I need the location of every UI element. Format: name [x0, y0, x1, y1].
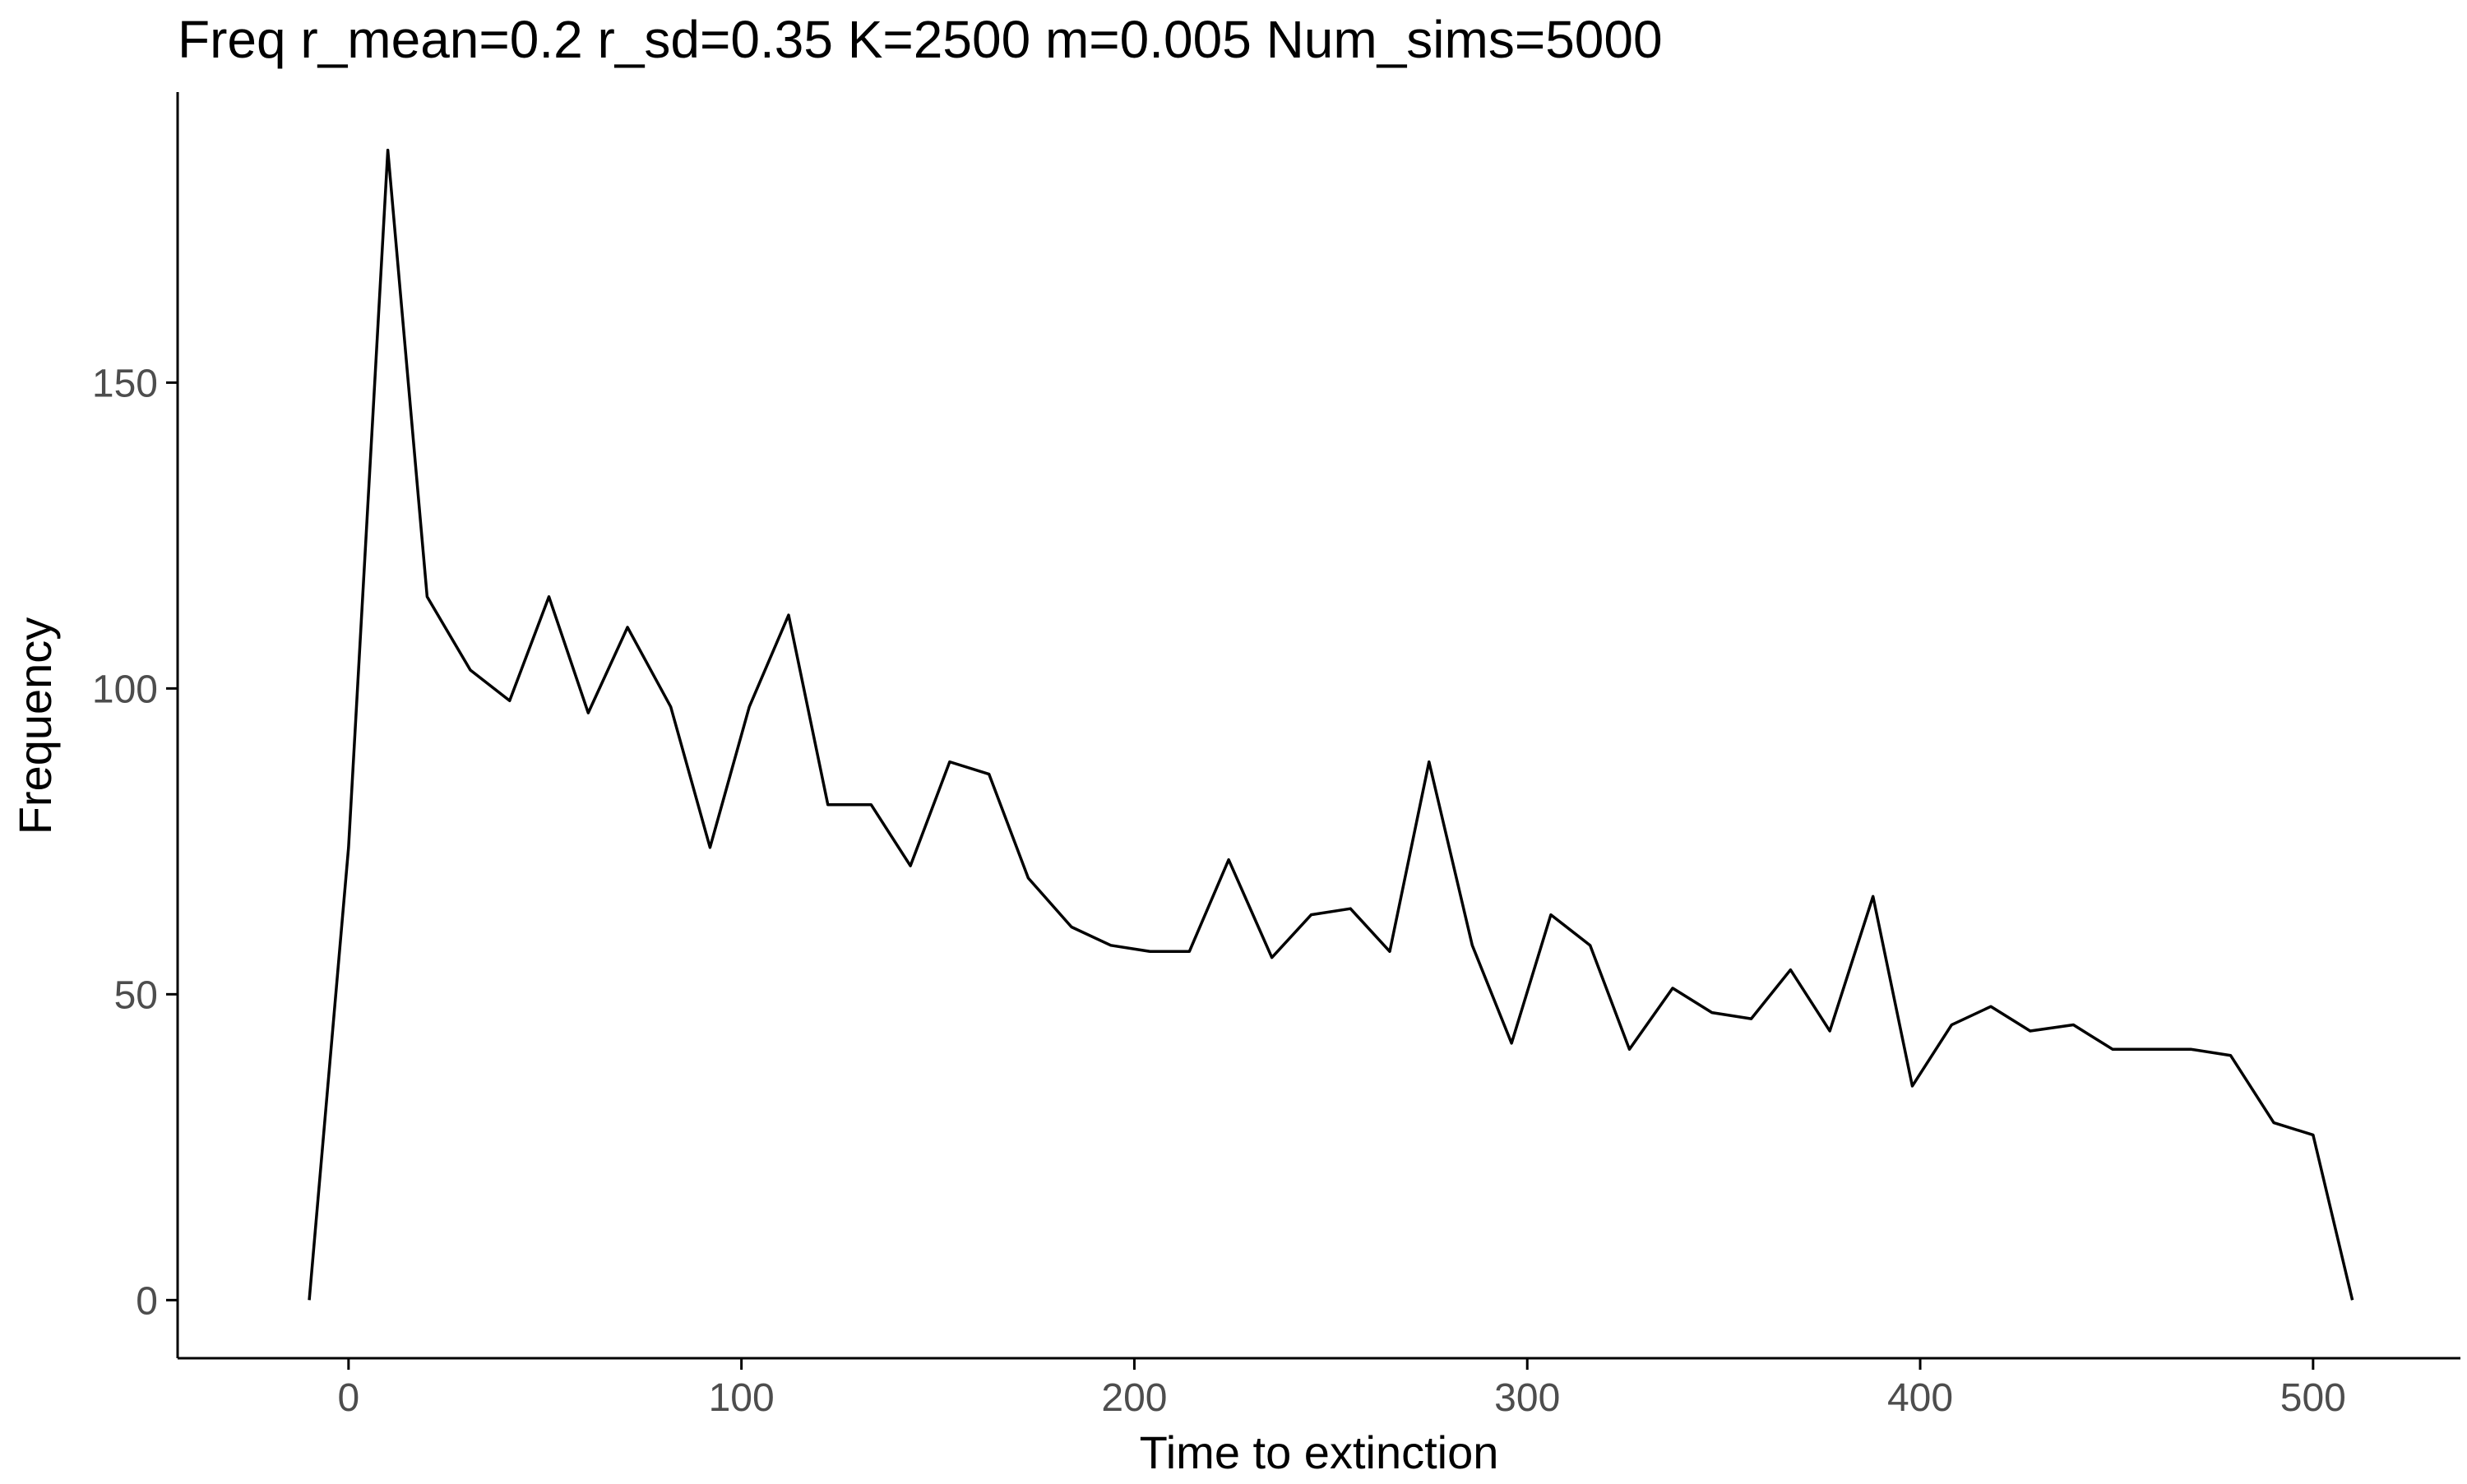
- chart-title: Freq r_mean=0.2 r_sd=0.35 K=2500 m=0.005…: [178, 10, 1663, 69]
- x-axis-ticks: 0 100 200 300 400 500: [337, 1358, 2345, 1420]
- x-tick-label: 500: [2280, 1376, 2346, 1420]
- series-line: [309, 150, 2353, 1301]
- y-axis-ticks: 0 50 100 150: [92, 362, 178, 1323]
- y-axis-label: Frequency: [9, 617, 61, 835]
- x-axis-label: Time to extinction: [1140, 1426, 1499, 1478]
- y-tick-label: 150: [92, 362, 158, 405]
- data-points: [309, 150, 2353, 1301]
- y-tick-label: 0: [136, 1279, 158, 1323]
- x-tick-label: 0: [337, 1376, 359, 1420]
- x-tick-label: 400: [1887, 1376, 1953, 1420]
- x-tick-label: 300: [1494, 1376, 1560, 1420]
- x-tick-label: 100: [709, 1376, 775, 1420]
- x-tick-label: 200: [1101, 1376, 1167, 1420]
- y-tick-label: 50: [114, 973, 158, 1017]
- y-tick-label: 100: [92, 668, 158, 711]
